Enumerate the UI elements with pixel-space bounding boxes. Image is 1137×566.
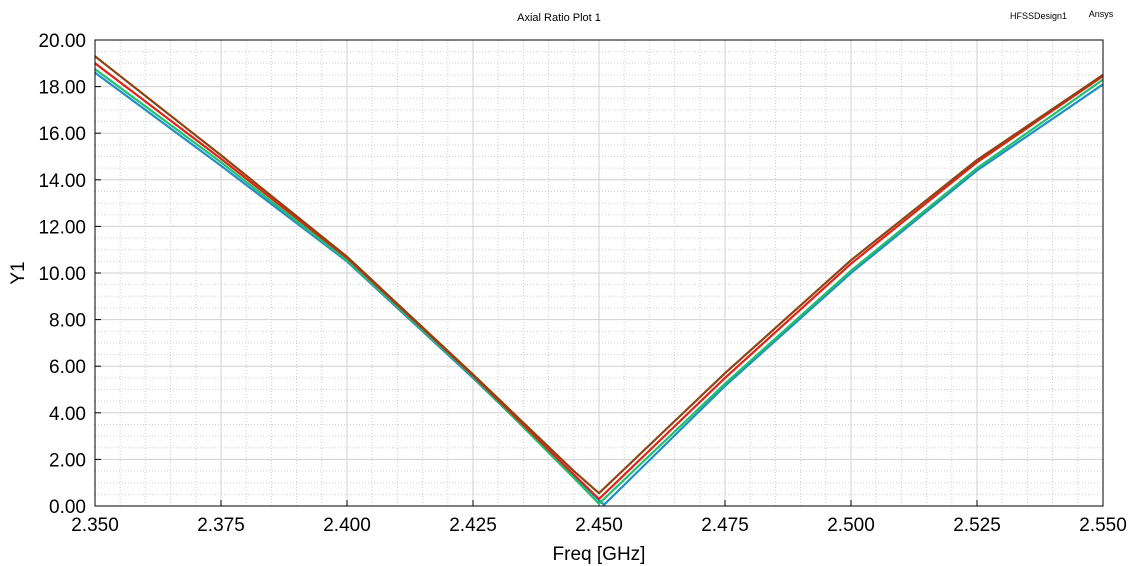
y-tick-label: 6.00 [49,357,86,378]
y-tick-label: 2.00 [49,450,86,471]
axis-ticks: 2.350 2.375 2.400 2.425 2.450 2.475 2.500 2.525… [38,31,1126,536]
y-tick-label: 14.00 [38,171,86,192]
x-tick-label: 2.525 [953,515,1001,536]
y-tick-label: 0.00 [49,497,86,518]
y-tick-label: 8.00 [49,311,86,332]
y-tick-label: 10.00 [38,264,86,285]
x-tick-label: 2.475 [701,515,749,536]
x-tick-label: 2.375 [197,515,245,536]
y-tick-label: 16.00 [38,124,86,145]
x-tick-label: 2.425 [449,515,497,536]
series-lines [94,55,1104,506]
plot-frame [94,39,1104,507]
x-tick-label: 2.500 [827,515,875,536]
series-line [94,68,1104,505]
design-label: HFSSDesign1 [1010,11,1067,21]
x-tick-label: 2.350 [71,515,119,536]
y-tick-label: 18.00 [38,78,86,99]
y-tick-label: 4.00 [49,404,86,425]
x-tick-label: 2.400 [323,515,371,536]
x-axis-label: Freq [GHz] [553,544,646,565]
x-tick-label: 2.450 [575,515,623,536]
brand-label: Ansys [1089,9,1114,19]
series-line [94,55,1104,495]
y-axis-label: Y1 [8,261,29,284]
y-tick-label: 12.00 [38,217,86,238]
grid-lines [94,39,1104,507]
x-tick-label: 2.550 [1079,515,1127,536]
y-tick-label: 20.00 [38,31,86,52]
series-line [94,62,1104,501]
chart-title: Axial Ratio Plot 1 [517,12,601,24]
